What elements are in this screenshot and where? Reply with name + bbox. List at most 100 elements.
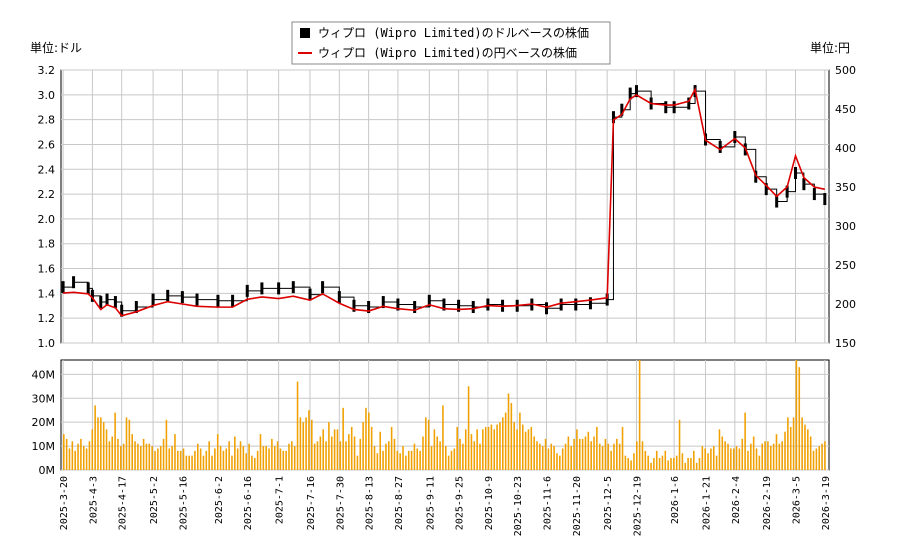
right-unit-label: 単位:円	[810, 40, 850, 55]
volume-bar	[724, 441, 726, 470]
volume-bar	[111, 436, 114, 470]
volume-bar	[288, 443, 290, 470]
volume-bar	[308, 410, 310, 470]
volume-panel: 0M 10M 20M 30M 40M 2025-3-20 2025-4-3 2025-4-1…	[32, 359, 832, 536]
x-tick-label: 2025-3-20	[59, 476, 70, 530]
volume-bar	[282, 450, 285, 470]
volume-bar	[524, 431, 527, 470]
volume-bar	[767, 441, 769, 470]
volume-bar	[219, 446, 222, 470]
volume-bar	[165, 419, 168, 470]
volume-bar	[228, 441, 230, 470]
volume-bar	[151, 446, 153, 470]
volume-bar	[407, 450, 410, 470]
volume-bar	[644, 450, 647, 470]
volume-bar	[162, 438, 165, 470]
x-tick-label: 2025-8-27	[394, 476, 405, 530]
volume-bar	[684, 462, 687, 470]
volume-bar	[681, 453, 684, 470]
right-tick-label: 400	[835, 142, 856, 155]
volume-bar	[761, 443, 764, 470]
x-tick-label: 2025-7-1	[275, 476, 286, 524]
x-tick-label: 2025-5-2	[149, 476, 160, 524]
left-tick-label: 1.0	[38, 337, 56, 350]
volume-bar	[80, 438, 82, 470]
volume-bar	[202, 455, 205, 470]
volume-bar	[131, 434, 133, 470]
volume-bar	[271, 438, 273, 470]
volume-bar	[185, 455, 188, 470]
volume-bar	[296, 381, 299, 470]
volume-bar	[222, 450, 225, 470]
legend: ウィプロ (Wipro Limited)のドルベースの株価 ウィプロ (Wipr…	[291, 21, 611, 65]
volume-bar	[214, 448, 216, 470]
right-tick-label: 200	[835, 298, 856, 311]
volume-bar	[376, 453, 379, 470]
volume-bar	[71, 441, 74, 470]
volume-bar	[496, 424, 498, 470]
volume-tick-label: 20M	[32, 416, 56, 429]
volume-bar	[812, 450, 815, 470]
volume-bar	[447, 455, 450, 470]
volume-bar	[305, 417, 307, 470]
volume-bar	[664, 450, 667, 470]
volume-bar	[490, 424, 493, 470]
volume-bar	[804, 424, 806, 470]
x-tick-label: 2025-11-20	[572, 476, 583, 536]
right-tick-label: 250	[835, 259, 856, 272]
volume-bar	[410, 450, 413, 470]
price-grid	[61, 69, 829, 344]
left-tick-label: 3.0	[38, 89, 56, 102]
left-tick-label: 2.0	[38, 213, 56, 226]
volume-bar	[191, 455, 193, 470]
volume-bar	[362, 422, 364, 470]
volume-bar	[311, 419, 313, 470]
volume-bar	[353, 436, 356, 470]
volume-bar	[291, 441, 293, 470]
volume-bar	[630, 460, 632, 470]
volume-bar	[587, 431, 590, 470]
x-tick-label: 2025-7-30	[335, 476, 346, 530]
volume-bar	[279, 448, 282, 470]
volume-bar	[815, 448, 818, 470]
volume-bar	[268, 448, 270, 470]
volume-bar	[196, 443, 199, 470]
volume-bar	[667, 460, 669, 470]
volume-bar	[211, 455, 213, 470]
right-tick-label: 500	[835, 64, 856, 77]
x-tick-label: 2025-8-13	[365, 476, 376, 530]
volume-bar	[718, 429, 721, 470]
right-tick-label: 450	[835, 103, 856, 116]
legend-label-jpy: ウィプロ (Wipro Limited)の円ベースの株価	[318, 45, 577, 60]
volume-bar	[419, 450, 421, 470]
volume-bar	[544, 438, 547, 470]
volume-bar	[650, 462, 652, 470]
volume-bar	[516, 429, 518, 470]
volume-bar	[484, 426, 487, 470]
legend-label-usd: ウィプロ (Wipro Limited)のドルベースの株価	[318, 25, 589, 40]
left-tick-label: 1.8	[38, 238, 56, 251]
volume-bar	[687, 458, 689, 470]
volume-bar	[556, 453, 558, 470]
volume-bar	[464, 429, 467, 470]
volume-bar	[157, 448, 159, 470]
volume-bars	[63, 360, 826, 470]
volume-bar	[536, 441, 538, 470]
volume-bar	[293, 446, 296, 470]
volume-bar	[772, 443, 775, 470]
volume-bar	[784, 431, 786, 470]
volume-bar	[818, 446, 821, 470]
volume-bar	[704, 448, 706, 470]
volume-bar	[265, 446, 267, 470]
x-tick-label: 2026-1-21	[702, 476, 713, 530]
volume-bar	[564, 443, 567, 470]
volume-bar	[439, 441, 441, 470]
volume-bar	[530, 426, 533, 470]
volume-bar	[330, 436, 333, 470]
volume-bar	[824, 441, 826, 470]
volume-bar	[658, 458, 661, 470]
volume-bar	[234, 436, 236, 470]
volume-bar	[273, 446, 276, 470]
volume-bar	[727, 443, 729, 470]
volume-bar	[521, 424, 524, 470]
